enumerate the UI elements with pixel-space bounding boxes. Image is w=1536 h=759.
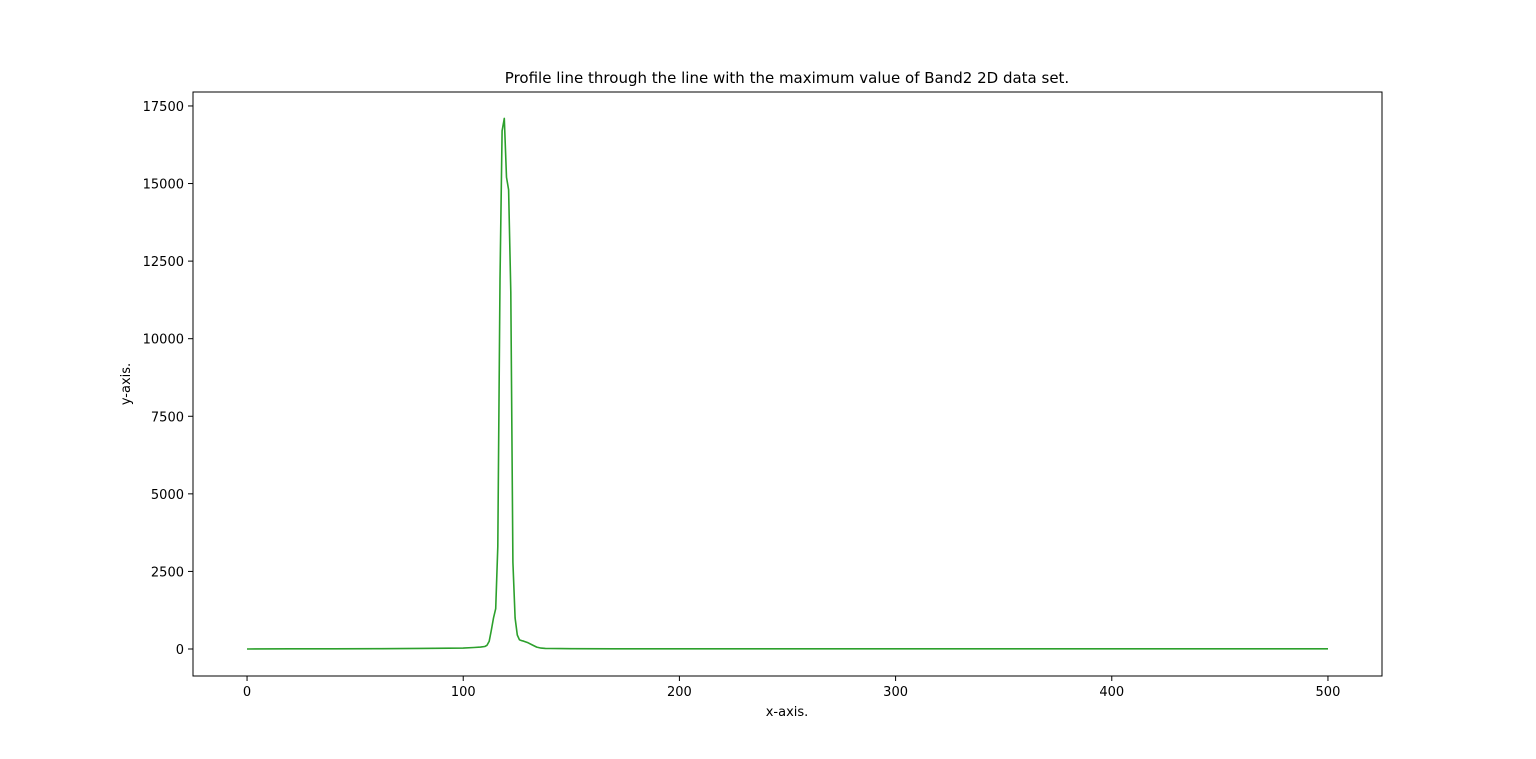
x-axis-label: x-axis. [766, 705, 809, 720]
x-tick-label: 100 [451, 685, 476, 700]
chart-title: Profile line through the line with the m… [505, 69, 1069, 87]
x-tick-label: 500 [1316, 685, 1341, 700]
y-axis-ticks: 0 2500 5000 7500 10000 12500 15000 17500 [143, 100, 193, 658]
y-tick-label: 5000 [151, 488, 184, 503]
x-tick-label: 200 [667, 685, 692, 700]
y-tick-label: 0 [176, 643, 184, 658]
y-axis-label: y-axis. [119, 363, 134, 405]
y-tick-label: 7500 [151, 410, 184, 425]
x-axis-ticks: 0 100 200 300 400 500 [243, 676, 1340, 700]
series-line [246, 117, 1328, 650]
x-tick-label: 300 [883, 685, 908, 700]
y-tick-label: 12500 [143, 255, 184, 270]
y-tick-label: 15000 [143, 178, 184, 193]
x-tick-label: 400 [1099, 685, 1124, 700]
y-tick-label: 2500 [151, 565, 184, 580]
x-tick-label: 0 [243, 685, 251, 700]
plot-area [193, 92, 1382, 676]
plot-frame [192, 91, 1383, 677]
y-tick-label: 10000 [143, 333, 184, 348]
y-tick-label: 17500 [143, 100, 184, 115]
